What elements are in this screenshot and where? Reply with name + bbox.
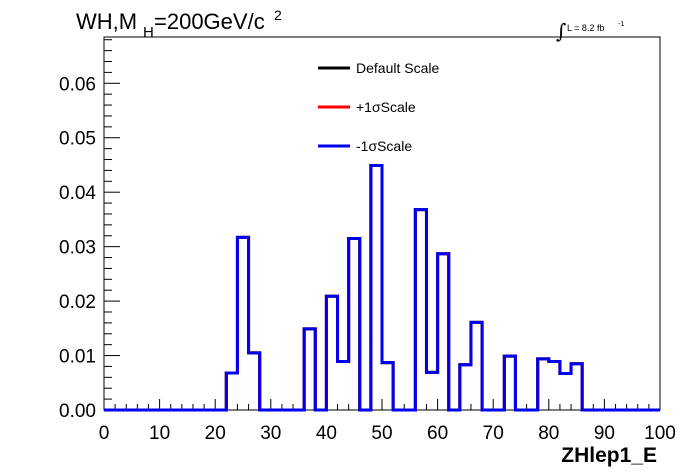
chart-title: WH,M	[76, 9, 137, 34]
y-tick-label: 0.05	[59, 129, 96, 150]
x-tick-label: 0	[99, 423, 110, 444]
y-tick-label: 0.06	[59, 74, 96, 95]
chart-title-rest: =200GeV/c	[154, 9, 265, 34]
x-tick-label: 40	[316, 423, 337, 444]
x-tick-label: 60	[427, 423, 448, 444]
chart-title-superscript: 2	[274, 7, 282, 23]
y-tick-label: 0.03	[59, 238, 96, 259]
x-tick-label: 50	[371, 423, 392, 444]
integral-sign: ∫	[556, 19, 566, 43]
y-tick-label: 0.04	[59, 183, 96, 204]
x-axis-label: ZHlep1_E	[561, 444, 657, 467]
luminosity-exponent: -1	[618, 21, 624, 28]
series-layer	[104, 164, 660, 412]
y-axis: 0.00 0.01 0.02 0.03 0.04 0.05 0.06	[59, 39, 120, 422]
x-tick-label: 80	[538, 423, 559, 444]
x-tick-label: 30	[260, 423, 281, 444]
y-tick-label: 0.02	[59, 292, 96, 313]
x-axis: 0 10 20 30 40 50 60 70 80 90 100	[99, 399, 676, 444]
legend-entry-0: Default Scale	[356, 60, 439, 76]
x-tick-label: 100	[644, 423, 676, 444]
x-tick-label: 10	[149, 423, 170, 444]
legend: Default Scale +1σScale -1σScale	[318, 60, 439, 154]
y-tick-label: 0.01	[59, 347, 96, 368]
x-tick-label: 70	[483, 423, 504, 444]
chart-title-subscript: H	[143, 24, 154, 41]
x-tick-label: 90	[594, 423, 615, 444]
legend-entry-1: +1σScale	[356, 99, 416, 115]
y-tick-label: 0.00	[59, 401, 96, 422]
legend-entry-2: -1σScale	[356, 138, 412, 154]
luminosity-label: L = 8.2 fb	[567, 23, 604, 33]
x-tick-label: 20	[205, 423, 226, 444]
series-line-2	[104, 164, 660, 412]
